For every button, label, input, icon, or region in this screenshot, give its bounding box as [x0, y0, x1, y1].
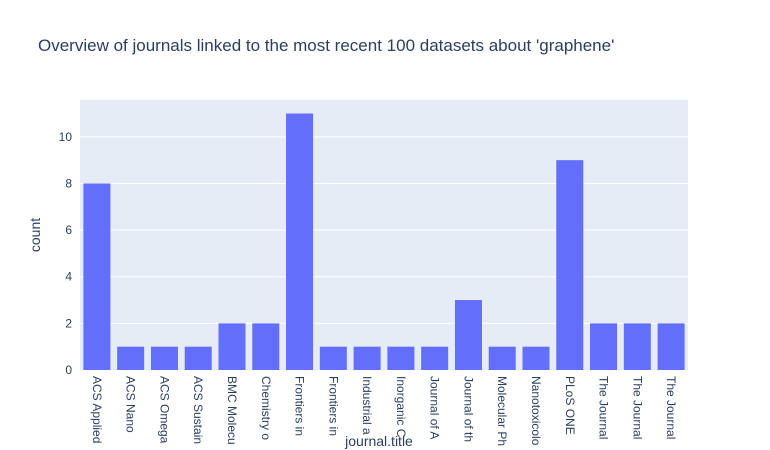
gridlines — [80, 136, 688, 324]
bar[interactable] — [556, 160, 584, 370]
y-tick-label: 0 — [65, 363, 72, 377]
x-tick-label: ACS Applied — [90, 376, 104, 443]
x-tick-label: Nanotoxicolo — [529, 376, 543, 446]
x-axis-title: journal.title — [344, 433, 413, 449]
y-tick-label: 4 — [65, 270, 72, 284]
bars — [83, 113, 685, 370]
x-axis-ticks: ACS Applied ACS Nano ACS Omega ACS Sustain B… — [90, 376, 678, 446]
y-axis-title: count — [27, 218, 43, 252]
x-tick-label: BMC Molecu — [225, 376, 239, 445]
bar[interactable] — [117, 346, 145, 370]
chart-title: Overview of journals linked to the most … — [38, 36, 614, 55]
x-tick-label: ACS Nano — [124, 376, 138, 433]
x-tick-label: Frontiers in — [326, 376, 340, 436]
x-tick-label: The Journal — [664, 376, 678, 439]
x-tick-label: PLoS ONE — [563, 376, 577, 435]
x-tick-label: Chemistry o — [259, 376, 273, 440]
bar[interactable] — [252, 323, 280, 370]
x-tick-label: The Journal — [597, 376, 611, 439]
y-tick-label: 6 — [65, 223, 72, 237]
bar[interactable] — [150, 346, 178, 370]
x-tick-label: Journal of A — [428, 376, 442, 439]
x-tick-label: Industrial a — [360, 376, 374, 435]
bar[interactable] — [421, 346, 449, 370]
x-tick-label: Journal of th — [461, 376, 475, 442]
y-tick-label: 2 — [65, 316, 72, 330]
bar[interactable] — [218, 323, 246, 370]
bar[interactable] — [83, 183, 111, 370]
x-tick-label: ACS Omega — [157, 376, 171, 444]
bar[interactable] — [454, 300, 482, 370]
x-tick-label: Frontiers in — [293, 376, 307, 436]
bar[interactable] — [522, 346, 550, 370]
bar[interactable] — [184, 346, 212, 370]
bar[interactable] — [488, 346, 516, 370]
x-tick-label: Molecular Ph — [495, 376, 509, 446]
y-axis-ticks: 0 2 4 6 8 10 — [59, 130, 73, 377]
y-tick-label: 10 — [59, 130, 73, 144]
plot-area — [80, 100, 688, 370]
bar[interactable] — [657, 323, 685, 370]
x-tick-label: ACS Sustain — [191, 376, 205, 444]
bar[interactable] — [590, 323, 618, 370]
bar[interactable] — [623, 323, 651, 370]
x-tick-label: Inorganic C — [394, 376, 408, 438]
bar[interactable] — [387, 346, 415, 370]
y-tick-label: 8 — [65, 176, 72, 190]
bar[interactable] — [353, 346, 381, 370]
x-tick-label: The Journal — [630, 376, 644, 439]
bar[interactable] — [286, 113, 314, 370]
bar[interactable] — [319, 346, 347, 370]
